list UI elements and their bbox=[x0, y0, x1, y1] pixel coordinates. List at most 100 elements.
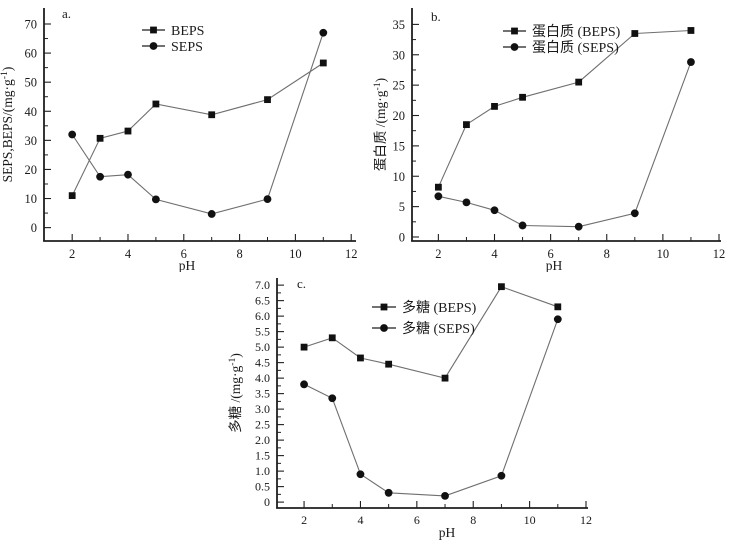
x-tick-label: 8 bbox=[604, 247, 610, 261]
marker-square-icon bbox=[441, 374, 449, 382]
marker-square-icon bbox=[300, 343, 308, 351]
panel-label: b. bbox=[431, 9, 441, 24]
y-tick-label: 2.5 bbox=[255, 418, 270, 432]
marker-square-icon bbox=[152, 100, 160, 108]
y-tick-label: 5.5 bbox=[255, 325, 270, 339]
legend-label: 多糖 (SEPS) bbox=[402, 320, 475, 337]
x-tick-label: 12 bbox=[713, 247, 726, 261]
y-tick-label: 5.0 bbox=[255, 340, 270, 354]
marker-circle-icon bbox=[497, 471, 506, 480]
y-tick-label: 60 bbox=[25, 47, 38, 61]
y-tick-label: 25 bbox=[393, 79, 406, 93]
y-tick-label: 40 bbox=[25, 105, 38, 119]
marker-square-icon bbox=[150, 26, 157, 34]
marker-circle-icon bbox=[263, 195, 272, 204]
y-axis-label: 蛋白质 /(mg·g-1) bbox=[372, 78, 388, 171]
y-tick-label: 3.5 bbox=[255, 387, 270, 401]
marker-square-icon bbox=[554, 303, 562, 311]
x-tick-label: 6 bbox=[414, 513, 420, 527]
marker-circle-icon bbox=[149, 42, 158, 50]
x-tick-label: 4 bbox=[125, 247, 132, 261]
panel-label: c. bbox=[297, 276, 306, 291]
chart-b: 2 4 6 8 10 12 0 5 10 15 20 25 30 35 pH 蛋白质 /(mg·g-1) b. 蛋… bbox=[372, 8, 726, 272]
marker-square-icon bbox=[575, 78, 583, 86]
marker-circle-icon bbox=[630, 209, 639, 218]
series-line-circle bbox=[303, 319, 559, 497]
marker-square-icon bbox=[687, 27, 695, 34]
marker-square-icon bbox=[208, 111, 216, 119]
marker-circle-icon bbox=[384, 488, 393, 497]
marker-square-icon bbox=[96, 134, 104, 142]
y-tick-label: 20 bbox=[25, 163, 38, 177]
x-tick-label: 10 bbox=[524, 513, 536, 527]
x-tick-label: 2 bbox=[301, 513, 307, 527]
series-line-circle bbox=[438, 61, 692, 228]
y-tick-label: 4.0 bbox=[255, 371, 270, 385]
x-tick-label: 2 bbox=[69, 247, 75, 261]
marker-square-icon bbox=[498, 283, 505, 291]
y-tick-label: 50 bbox=[25, 76, 38, 90]
x-axis-label: pH bbox=[179, 258, 196, 272]
marker-square-icon bbox=[631, 30, 639, 37]
series-line-circle bbox=[71, 32, 324, 215]
marker-square-icon bbox=[380, 303, 388, 311]
legend-label: 多糖 (BEPS) bbox=[402, 299, 477, 316]
marker-circle-icon bbox=[319, 28, 328, 37]
marker-circle-icon bbox=[490, 206, 499, 215]
y-tick-label: 1.5 bbox=[255, 449, 270, 463]
marker-square-icon bbox=[385, 360, 393, 368]
marker-square-icon bbox=[264, 96, 271, 104]
y-tick-label: 5 bbox=[399, 200, 405, 214]
marker-square-icon bbox=[68, 192, 76, 200]
x-tick-label: 10 bbox=[657, 247, 670, 261]
marker-square-icon bbox=[519, 93, 526, 101]
marker-circle-icon bbox=[518, 221, 527, 230]
y-axis-label: SEPS,BEPS/(mg·g-1) bbox=[0, 67, 15, 183]
marker-square-icon bbox=[319, 59, 327, 67]
x-tick-label: 12 bbox=[580, 513, 592, 527]
marker-circle-icon bbox=[553, 315, 562, 324]
x-tick-label: 4 bbox=[357, 513, 363, 527]
y-tick-label: 6.5 bbox=[255, 294, 270, 308]
marker-circle-icon bbox=[328, 394, 337, 403]
legend-label: BEPS bbox=[171, 24, 204, 39]
marker-circle-icon bbox=[687, 58, 695, 66]
marker-square-icon bbox=[124, 127, 132, 135]
y-tick-label: 0 bbox=[264, 495, 270, 509]
y-tick-label: 35 bbox=[393, 18, 406, 32]
y-tick-label: 0 bbox=[399, 230, 405, 244]
marker-circle-icon bbox=[462, 198, 471, 207]
marker-circle-icon bbox=[124, 170, 132, 179]
y-tick-label: 4.5 bbox=[255, 356, 270, 370]
marker-circle-icon bbox=[96, 172, 104, 181]
x-tick-label: 12 bbox=[345, 247, 358, 261]
x-tick-label: 6 bbox=[548, 247, 554, 261]
x-tick-label: 6 bbox=[181, 247, 187, 261]
y-tick-label: 2.0 bbox=[255, 433, 270, 447]
marker-circle-icon bbox=[151, 195, 160, 204]
x-tick-label: 4 bbox=[491, 247, 498, 261]
y-tick-label: 20 bbox=[393, 109, 406, 123]
y-tick-label: 0.5 bbox=[255, 480, 270, 494]
y-tick-label: 10 bbox=[25, 192, 38, 206]
y-tick-label: 6.0 bbox=[255, 309, 270, 323]
legend-label: SEPS bbox=[171, 40, 203, 55]
marker-circle-icon bbox=[441, 492, 449, 500]
legend-label: 蛋白质 (SEPS) bbox=[532, 40, 619, 56]
x-tick-label: 8 bbox=[236, 247, 242, 261]
marker-square-icon bbox=[511, 27, 518, 35]
x-tick-label: 10 bbox=[289, 247, 302, 261]
y-tick-label: 30 bbox=[25, 134, 38, 148]
marker-square-icon bbox=[357, 354, 364, 362]
marker-square-icon bbox=[328, 334, 336, 342]
y-tick-label: 30 bbox=[393, 48, 406, 62]
marker-circle-icon bbox=[68, 130, 77, 139]
y-tick-label: 70 bbox=[25, 17, 38, 31]
x-axis-label: pH bbox=[439, 525, 456, 540]
marker-square-icon bbox=[434, 183, 442, 191]
marker-square-icon bbox=[463, 121, 470, 129]
chart-a: 2 4 6 8 10 12 0 10 20 30 40 50 60 70 pH SEPS,BEPS/(mg·g… bbox=[0, 6, 358, 272]
y-axis-label: 多糖 /(mg·g-1) bbox=[227, 353, 243, 433]
y-tick-label: 10 bbox=[393, 170, 406, 184]
legend-label: 蛋白质 (BEPS) bbox=[532, 24, 621, 40]
